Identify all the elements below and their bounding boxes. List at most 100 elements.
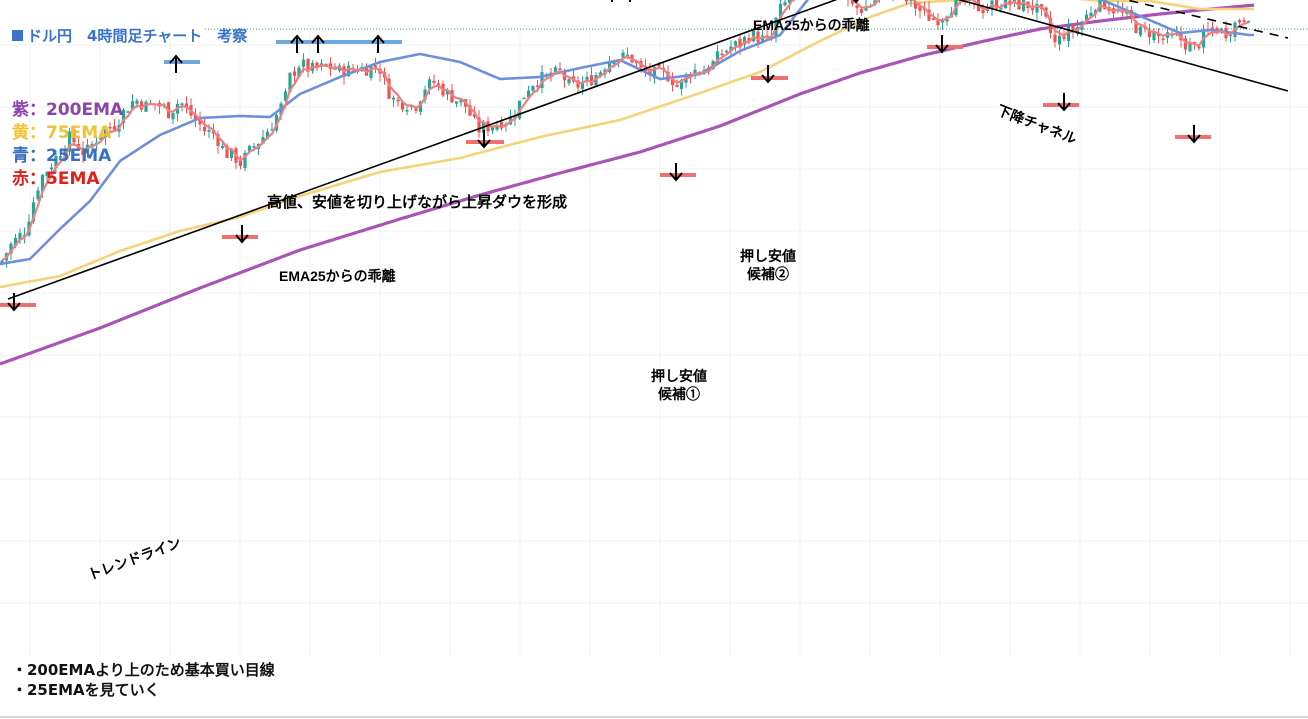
candle <box>981 9 985 14</box>
channel-lower-line <box>957 0 1289 92</box>
candle <box>315 62 319 68</box>
candle <box>967 0 972 1</box>
candle <box>1156 33 1161 37</box>
legend-ema5: 赤：5EMA <box>12 164 100 189</box>
candle <box>499 122 504 129</box>
candle <box>850 0 855 4</box>
pullback2-label-1: 押し安値 <box>740 248 796 264</box>
legend-value: 75EMA <box>46 123 112 143</box>
candle <box>238 160 243 167</box>
candle <box>292 71 297 76</box>
candle <box>778 3 783 19</box>
legend-ema75: 黄：75EMA <box>12 118 111 143</box>
down-arrow-icon <box>852 0 860 4</box>
candle <box>436 83 441 85</box>
candle <box>742 37 747 45</box>
candle <box>18 232 22 240</box>
candle <box>598 72 603 77</box>
deviation-annotation-top: EMA25からの乖離 <box>753 17 870 33</box>
candle <box>423 89 427 100</box>
candle <box>243 152 247 168</box>
candle <box>576 80 580 88</box>
candle <box>679 79 684 89</box>
candle <box>558 68 562 70</box>
candle <box>45 171 49 176</box>
candle <box>112 126 117 130</box>
candle <box>391 97 396 100</box>
page-title: ドル円 4時間足チャート 考察 <box>12 25 247 46</box>
candle <box>936 19 940 26</box>
candle <box>535 85 540 88</box>
down-arrow-icon <box>761 74 775 84</box>
candle <box>1152 32 1156 41</box>
ema5-path <box>1 0 1249 262</box>
candle <box>346 65 351 77</box>
candle <box>526 90 531 98</box>
candle <box>229 149 234 158</box>
candle <box>621 52 625 58</box>
candle <box>1071 26 1075 32</box>
legend-key: 青： <box>12 146 46 166</box>
candle <box>459 99 463 103</box>
ema200-line <box>0 3 1255 366</box>
candle <box>1138 26 1143 36</box>
up-arrow-icon <box>169 54 183 64</box>
candle <box>481 123 486 133</box>
ema75-line <box>0 0 1254 289</box>
candle <box>909 0 913 1</box>
swing-high-bar <box>276 40 402 44</box>
candle <box>54 156 58 168</box>
candle <box>1035 3 1039 13</box>
candle <box>139 101 144 110</box>
candle <box>396 99 400 102</box>
candle <box>270 129 274 131</box>
candle <box>670 78 675 86</box>
candle <box>733 41 738 46</box>
candle <box>225 145 229 158</box>
candle <box>999 7 1003 10</box>
chart-grid <box>0 28 1308 655</box>
candle <box>49 167 54 170</box>
candle <box>31 202 36 222</box>
candle <box>301 59 306 67</box>
candle <box>252 146 256 148</box>
candle <box>675 84 679 87</box>
up-arrow-icon <box>311 34 325 44</box>
pullback1-label-1: 押し安値 <box>651 368 707 384</box>
bottom-divider <box>0 716 1308 718</box>
down-arrow-icon <box>1187 134 1201 144</box>
legend-value: 5EMA <box>46 169 100 189</box>
candle <box>220 146 225 149</box>
swing-low-bar <box>660 173 696 177</box>
candle <box>99 136 103 140</box>
candle <box>0 260 4 264</box>
candle <box>1246 20 1251 23</box>
candle <box>715 51 720 64</box>
candle <box>1210 27 1215 29</box>
swing-low-bar <box>751 76 788 80</box>
swing-low-bar <box>222 235 258 239</box>
legend-key: 黄： <box>12 123 46 143</box>
trend-lines <box>7 0 1289 300</box>
candle <box>207 130 211 132</box>
candle <box>216 134 220 146</box>
trend-line <box>7 0 838 300</box>
legend-value: 25EMA <box>46 146 112 166</box>
candle <box>81 148 85 155</box>
candle <box>1102 0 1107 10</box>
candle <box>477 117 481 133</box>
candle <box>58 156 63 158</box>
candle <box>720 53 724 56</box>
candle <box>265 131 270 139</box>
note-item: ・25EMAを見ていく <box>12 681 160 699</box>
candle <box>724 50 729 53</box>
candle <box>72 129 76 143</box>
candle <box>121 109 126 123</box>
candle <box>918 6 922 11</box>
legend-key: 赤： <box>12 169 46 189</box>
candle <box>261 137 265 144</box>
candle <box>297 67 301 77</box>
candle <box>13 237 18 247</box>
candle <box>202 126 207 132</box>
candle <box>400 102 405 110</box>
